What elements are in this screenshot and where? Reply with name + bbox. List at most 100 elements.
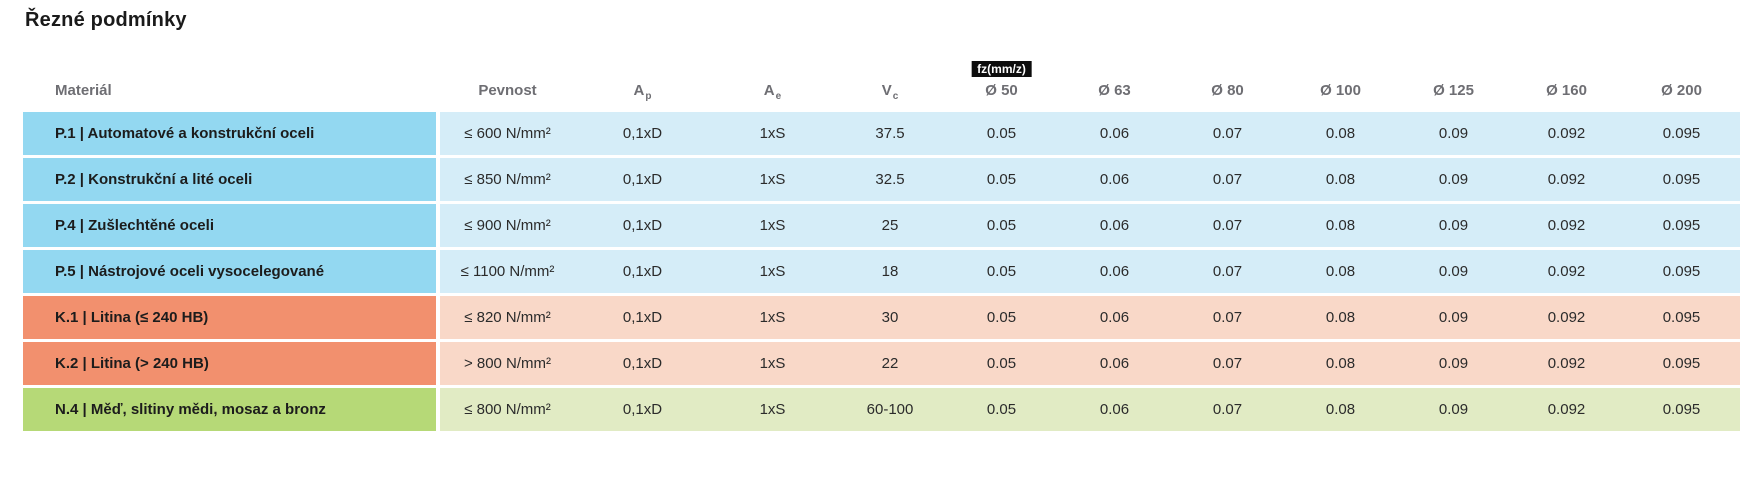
material-cell: N.4 | Měď, slitiny mědi, mosaz a bronz (23, 388, 436, 431)
vc-cell: 22 (835, 342, 945, 385)
table-row: P.1 | Automatové a konstrukční oceli ≤ 6… (23, 112, 1740, 155)
fz-cell-d63: 0.06 (1058, 388, 1171, 431)
fz-cell-d50: 0.05 (945, 296, 1058, 339)
fz-cell-d100: 0.08 (1284, 112, 1397, 155)
fz-cell-d50: 0.05 (945, 388, 1058, 431)
ae-subscript: e (775, 91, 782, 102)
ae-cell: 1xS (710, 204, 835, 247)
table-row: K.2 | Litina (> 240 HB) > 800 N/mm² 0,1x… (23, 342, 1740, 385)
fz-cell-d200: 0.095 (1623, 342, 1740, 385)
fz-cell-d125: 0.09 (1397, 112, 1510, 155)
ae-cell: 1xS (710, 388, 835, 431)
ap-cell: 0,1xD (575, 112, 710, 155)
fz-cell-d50: 0.05 (945, 204, 1058, 247)
col-header-pevnost: Pevnost (478, 82, 537, 99)
fz-cell-d100: 0.08 (1284, 342, 1397, 385)
ae-cell: 1xS (710, 296, 835, 339)
vc-cell: 25 (835, 204, 945, 247)
fz-cell-d80: 0.07 (1171, 158, 1284, 201)
table-body: P.1 | Automatové a konstrukční oceli ≤ 6… (23, 112, 1740, 431)
fz-cell-d160: 0.092 (1510, 158, 1623, 201)
fz-cell-d200: 0.095 (1623, 204, 1740, 247)
fz-cell-d100: 0.08 (1284, 250, 1397, 293)
fz-cell-d160: 0.092 (1510, 342, 1623, 385)
pevnost-cell: > 800 N/mm² (440, 342, 575, 385)
vc-cell: 60-100 (835, 388, 945, 431)
fz-cell-d200: 0.095 (1623, 112, 1740, 155)
material-cell: P.4 | Zušlechtěné oceli (23, 204, 436, 247)
fz-cell-d80: 0.07 (1171, 204, 1284, 247)
fz-cell-d200: 0.095 (1623, 158, 1740, 201)
col-header-d80: Ø 80 (1211, 82, 1244, 99)
pevnost-cell: ≤ 900 N/mm² (440, 204, 575, 247)
fz-cell-d63: 0.06 (1058, 204, 1171, 247)
fz-cell-d100: 0.08 (1284, 388, 1397, 431)
ap-subscript: p (645, 91, 652, 102)
table-row: K.1 | Litina (≤ 240 HB) ≤ 820 N/mm² 0,1x… (23, 296, 1740, 339)
table-row: P.5 | Nástrojové oceli vysocelegované ≤ … (23, 250, 1740, 293)
vc-cell: 18 (835, 250, 945, 293)
ae-cell: 1xS (710, 158, 835, 201)
fz-cell-d63: 0.06 (1058, 296, 1171, 339)
fz-cell-d125: 0.09 (1397, 158, 1510, 201)
vc-cell: 37.5 (835, 112, 945, 155)
ae-cell: 1xS (710, 250, 835, 293)
fz-cell-d80: 0.07 (1171, 342, 1284, 385)
col-header-d200: Ø 200 (1661, 82, 1702, 99)
fz-cell-d80: 0.07 (1171, 296, 1284, 339)
fz-cell-d80: 0.07 (1171, 112, 1284, 155)
ae-symbol: A (763, 82, 775, 99)
fz-cell-d160: 0.092 (1510, 112, 1623, 155)
ap-cell: 0,1xD (575, 296, 710, 339)
vc-cell: 32.5 (835, 158, 945, 201)
pevnost-cell: ≤ 820 N/mm² (440, 296, 575, 339)
pevnost-cell: ≤ 850 N/mm² (440, 158, 575, 201)
d50-label: Ø 50 (985, 82, 1018, 99)
fz-cell-d63: 0.06 (1058, 250, 1171, 293)
table-row: P.4 | Zušlechtěné oceli ≤ 900 N/mm² 0,1x… (23, 204, 1740, 247)
fz-cell-d50: 0.05 (945, 342, 1058, 385)
vc-subscript: c (892, 91, 899, 102)
fz-cell-d100: 0.08 (1284, 158, 1397, 201)
ap-cell: 0,1xD (575, 250, 710, 293)
table-row: P.2 | Konstrukční a lité oceli ≤ 850 N/m… (23, 158, 1740, 201)
page-title: Řezné podmínky (25, 9, 187, 31)
pevnost-cell: ≤ 800 N/mm² (440, 388, 575, 431)
material-cell: K.1 | Litina (≤ 240 HB) (23, 296, 436, 339)
fz-cell-d160: 0.092 (1510, 250, 1623, 293)
fz-cell-d63: 0.06 (1058, 158, 1171, 201)
fz-cell-d125: 0.09 (1397, 342, 1510, 385)
vc-cell: 30 (835, 296, 945, 339)
fz-cell-d125: 0.09 (1397, 388, 1510, 431)
fz-cell-d80: 0.07 (1171, 388, 1284, 431)
fz-cell-d160: 0.092 (1510, 204, 1623, 247)
fz-cell-d125: 0.09 (1397, 250, 1510, 293)
fz-cell-d100: 0.08 (1284, 296, 1397, 339)
fz-cell-d50: 0.05 (945, 250, 1058, 293)
ae-cell: 1xS (710, 112, 835, 155)
fz-cell-d80: 0.07 (1171, 250, 1284, 293)
ae-cell: 1xS (710, 342, 835, 385)
ap-cell: 0,1xD (575, 204, 710, 247)
fz-unit-badge: fz(mm/z) (971, 61, 1032, 77)
fz-cell-d160: 0.092 (1510, 388, 1623, 431)
col-header-d160: Ø 160 (1546, 82, 1587, 99)
col-header-d125: Ø 125 (1433, 82, 1474, 99)
ap-symbol: A (633, 82, 645, 99)
fz-cell-d63: 0.06 (1058, 112, 1171, 155)
material-cell: P.2 | Konstrukční a lité oceli (23, 158, 436, 201)
table-row: N.4 | Měď, slitiny mědi, mosaz a bronz ≤… (23, 388, 1740, 431)
fz-cell-d50: 0.05 (945, 158, 1058, 201)
fz-cell-d50: 0.05 (945, 112, 1058, 155)
ap-cell: 0,1xD (575, 388, 710, 431)
fz-cell-d125: 0.09 (1397, 296, 1510, 339)
fz-cell-d200: 0.095 (1623, 388, 1740, 431)
pevnost-cell: ≤ 1100 N/mm² (440, 250, 575, 293)
fz-cell-d160: 0.092 (1510, 296, 1623, 339)
material-cell: P.5 | Nástrojové oceli vysocelegované (23, 250, 436, 293)
pevnost-cell: ≤ 600 N/mm² (440, 112, 575, 155)
